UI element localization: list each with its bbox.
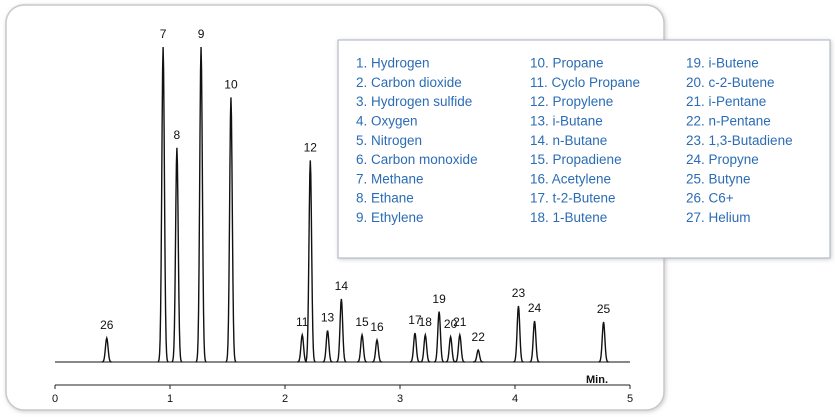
legend-entry: 20. c-2-Butene bbox=[686, 75, 775, 90]
peak bbox=[225, 97, 237, 363]
peak-label: 15 bbox=[355, 315, 369, 329]
peak-label: 12 bbox=[304, 141, 318, 155]
peak-label: 24 bbox=[528, 301, 542, 315]
peak-label: 11 bbox=[296, 315, 309, 329]
peak bbox=[322, 330, 333, 363]
legend-entry: 12. Propylene bbox=[530, 94, 613, 109]
peak-label: 25 bbox=[597, 302, 611, 316]
peak-label: 17 bbox=[408, 313, 422, 327]
legend-entry: 10. Propane bbox=[530, 56, 604, 71]
legend-entry: 23. 1,3-Butadiene bbox=[686, 133, 793, 148]
peak bbox=[101, 335, 112, 363]
legend-entry: 18. 1-Butene bbox=[530, 210, 607, 225]
legend-entry: 24. Propyne bbox=[686, 152, 759, 167]
legend-entry: 17. t-2-Butene bbox=[530, 191, 616, 206]
peak bbox=[304, 160, 316, 363]
peak-label: 23 bbox=[512, 286, 526, 300]
legend-entry: 15. Propadiene bbox=[530, 152, 622, 167]
peak bbox=[371, 337, 383, 363]
peak-label: 16 bbox=[370, 320, 384, 334]
peak bbox=[529, 320, 540, 363]
legend-entry: 4. Oxygen bbox=[356, 113, 418, 128]
peak-label: 7 bbox=[160, 27, 167, 41]
peak bbox=[454, 332, 465, 363]
peak-label: 8 bbox=[174, 128, 181, 142]
legend-entry: 2. Carbon dioxide bbox=[356, 75, 462, 90]
legend-entry: 7. Methane bbox=[356, 171, 424, 186]
legend-entry: 21. i-Pentane bbox=[686, 94, 766, 109]
legend-entry: 27. Helium bbox=[686, 210, 751, 225]
peak-label: 26 bbox=[100, 318, 114, 332]
x-tick-label: 4 bbox=[512, 393, 518, 405]
peak-label: 9 bbox=[198, 27, 205, 41]
legend-entry: 5. Nitrogen bbox=[356, 133, 422, 148]
peak bbox=[598, 321, 609, 363]
peak bbox=[473, 348, 484, 363]
legend-box bbox=[337, 39, 831, 259]
x-axis-label: Min. bbox=[586, 374, 608, 386]
legend-entry: 22. n-Pentane bbox=[686, 113, 771, 128]
legend-entry: 16. Acetylene bbox=[530, 171, 611, 186]
peak-label: 19 bbox=[432, 292, 446, 306]
legend-entry: 25. Butyne bbox=[686, 171, 751, 186]
x-tick-label: 3 bbox=[397, 393, 403, 405]
peak bbox=[409, 332, 421, 363]
peak bbox=[336, 298, 347, 363]
peak bbox=[356, 332, 368, 363]
legend-entry: 13. i-Butane bbox=[530, 113, 603, 128]
peak-label: 10 bbox=[224, 78, 238, 92]
legend-entry: 11. Cyclo Propane bbox=[530, 75, 640, 90]
peak bbox=[433, 311, 445, 363]
peak-label: 13 bbox=[321, 311, 335, 325]
peak-label: 20 bbox=[444, 317, 458, 331]
peak-label: 22 bbox=[472, 330, 486, 344]
legend-entry: 6. Carbon monoxide bbox=[356, 152, 478, 167]
legend-entry: 14. n-Butane bbox=[530, 133, 607, 148]
peak bbox=[195, 46, 207, 363]
legend-entry: 8. Ethane bbox=[356, 191, 414, 206]
legend-entry: 9. Ethylene bbox=[356, 210, 424, 225]
peak bbox=[513, 305, 524, 363]
x-tick-label: 1 bbox=[167, 393, 173, 405]
peak bbox=[157, 46, 169, 363]
peak-label: 18 bbox=[419, 315, 433, 329]
peak bbox=[171, 147, 183, 363]
legend-entry: 19. i-Butene bbox=[686, 56, 759, 71]
legend-entry: 1. Hydrogen bbox=[356, 56, 430, 71]
peak-label: 21 bbox=[453, 315, 467, 329]
legend-entry: 26. C6+ bbox=[686, 191, 734, 206]
legend-entry: 3. Hydrogen sulfide bbox=[356, 94, 472, 109]
peak bbox=[445, 334, 456, 363]
peak-label: 14 bbox=[335, 279, 349, 293]
x-tick-label: 2 bbox=[282, 393, 288, 405]
x-tick-label: 0 bbox=[52, 393, 58, 405]
x-tick-label: 5 bbox=[627, 393, 633, 405]
peak bbox=[420, 332, 431, 363]
